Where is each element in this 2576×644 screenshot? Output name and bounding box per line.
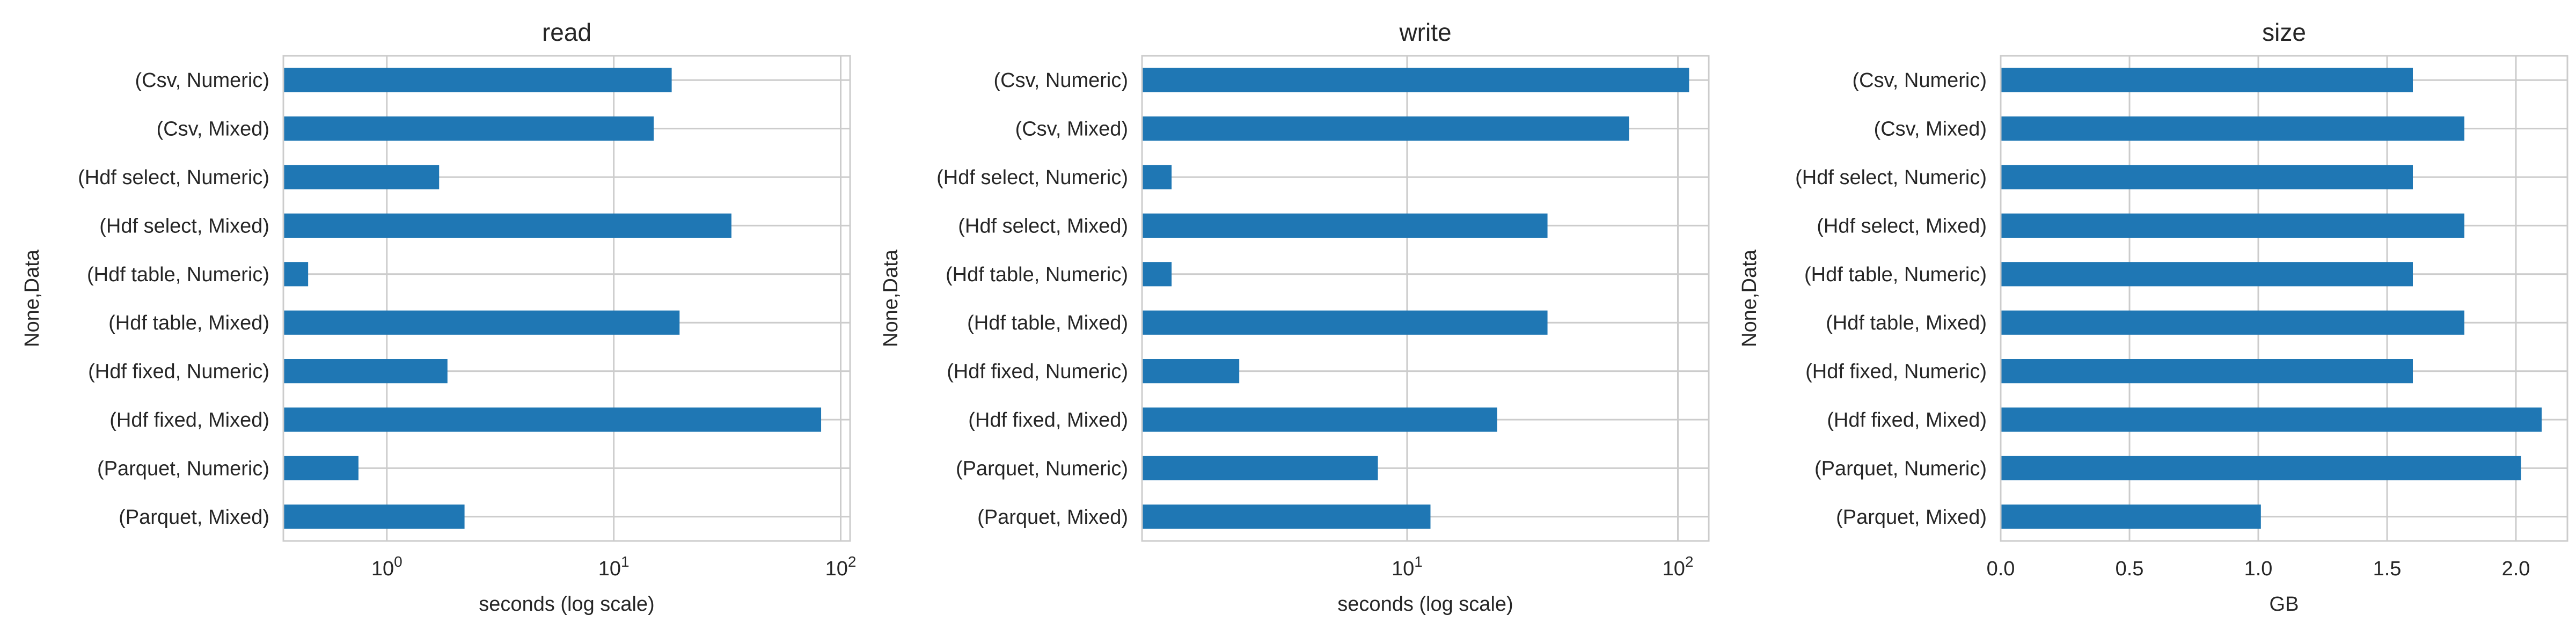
- bar: [2001, 213, 2464, 238]
- x-tick-label: 1.0: [2244, 558, 2273, 580]
- y-tick-label: (Hdf table, Numeric): [1804, 264, 1987, 286]
- x-tick-label: 102: [1663, 553, 1694, 580]
- x-tick-label: 100: [371, 553, 402, 580]
- bar: [283, 213, 731, 238]
- y-tick-label: (Hdf fixed, Mixed): [1827, 409, 1987, 431]
- bar: [1142, 456, 1378, 480]
- bar: [1142, 68, 1689, 92]
- y-tick-label: (Hdf table, Numeric): [87, 264, 269, 286]
- y-tick-label: (Csv, Mixed): [1874, 118, 1987, 141]
- axes-frame: [282, 55, 851, 542]
- y-axis-label: None,Data: [21, 249, 43, 347]
- y-tick-label: (Parquet, Numeric): [956, 457, 1128, 480]
- y-tick-label: (Hdf table, Mixed): [108, 312, 269, 334]
- bar: [2001, 456, 2521, 480]
- y-tick-label: (Csv, Mixed): [1015, 118, 1128, 141]
- y-tick-label: (Hdf fixed, Numeric): [947, 361, 1128, 383]
- axes-frame: [2000, 55, 2568, 542]
- y-tick-label: (Hdf table, Mixed): [967, 312, 1128, 334]
- bar: [2001, 407, 2542, 432]
- x-tick-label: 1.5: [2373, 558, 2402, 580]
- y-axis-label: None,Data: [880, 249, 902, 347]
- y-tick-label: (Hdf select, Numeric): [936, 166, 1128, 189]
- y-tick-label: (Hdf fixed, Numeric): [1805, 361, 1987, 383]
- y-tick-label: (Hdf table, Numeric): [946, 264, 1128, 286]
- bar: [2001, 68, 2413, 92]
- bar: [283, 262, 309, 287]
- chart-title: read: [542, 18, 591, 46]
- bar: [283, 310, 680, 335]
- x-tick-label: 102: [825, 553, 857, 580]
- bar: [2001, 310, 2464, 335]
- y-tick-label: (Hdf select, Mixed): [99, 215, 269, 237]
- x-tick-label: 101: [598, 553, 630, 580]
- chart-panel-write: (Csv, Numeric) (Csv, Mixed) (Hdf select, N…: [880, 18, 1710, 616]
- chart-title: write: [1399, 18, 1451, 46]
- bar: [283, 359, 448, 384]
- x-axis-label: seconds (log scale): [1337, 593, 1513, 616]
- bar: [283, 165, 440, 189]
- x-tick-label: 101: [1392, 553, 1423, 580]
- y-tick-label: (Hdf select, Mixed): [958, 215, 1128, 237]
- x-tick-label: 2.0: [2502, 558, 2530, 580]
- axes-frame: [1141, 55, 1710, 542]
- bar: [2001, 359, 2413, 384]
- y-tick-label: (Hdf select, Mixed): [1817, 215, 1987, 237]
- bar: [1142, 213, 1548, 238]
- bar: [1142, 407, 1497, 432]
- x-axis-label: GB: [2270, 593, 2299, 616]
- bar: [1142, 310, 1548, 335]
- y-tick-label: (Parquet, Mixed): [977, 506, 1128, 529]
- x-tick-label: 0.5: [2116, 558, 2144, 580]
- bar: [283, 456, 358, 480]
- bar: [2001, 165, 2413, 189]
- y-tick-label: (Parquet, Mixed): [119, 506, 269, 529]
- y-tick-label: (Hdf fixed, Numeric): [88, 361, 269, 383]
- x-axis-label: seconds (log scale): [479, 593, 654, 616]
- y-tick-label: (Hdf fixed, Mixed): [968, 409, 1128, 431]
- y-tick-label: (Csv, Numeric): [993, 69, 1128, 92]
- chart-title: size: [2262, 18, 2306, 46]
- y-axis-label: None,Data: [1738, 249, 1761, 347]
- chart-panel-size: (Csv, Numeric) (Csv, Mixed) (Hdf select, N…: [1738, 18, 2568, 616]
- y-tick-label: (Parquet, Mixed): [1836, 506, 1987, 529]
- bar: [283, 116, 654, 141]
- y-tick-label: (Hdf fixed, Mixed): [109, 409, 269, 431]
- chart-panel-read: (Csv, Numeric) (Csv, Mixed) (Hdf select, N…: [21, 18, 856, 616]
- bar: [283, 407, 822, 432]
- y-tick-label: (Parquet, Numeric): [97, 457, 269, 480]
- bar: [1142, 504, 1431, 529]
- bar: [1142, 116, 1629, 141]
- y-tick-label: (Hdf select, Numeric): [1795, 166, 1987, 189]
- y-tick-label: (Hdf table, Mixed): [1826, 312, 1987, 334]
- bar: [283, 504, 465, 529]
- x-tick-label: 0.0: [1987, 558, 2015, 580]
- y-tick-label: (Parquet, Numeric): [1814, 457, 1987, 480]
- y-tick-label: (Csv, Mixed): [157, 118, 269, 141]
- bar: [2001, 262, 2413, 287]
- bar: [1142, 165, 1172, 189]
- y-tick-label: (Csv, Numeric): [1852, 69, 1987, 92]
- bar: [2001, 116, 2464, 141]
- y-tick-label: (Hdf select, Numeric): [78, 166, 269, 189]
- bar: [1142, 262, 1172, 287]
- y-tick-label: (Csv, Numeric): [135, 69, 269, 92]
- bar: [2001, 504, 2261, 529]
- bar: [1142, 359, 1240, 384]
- bar: [283, 68, 672, 92]
